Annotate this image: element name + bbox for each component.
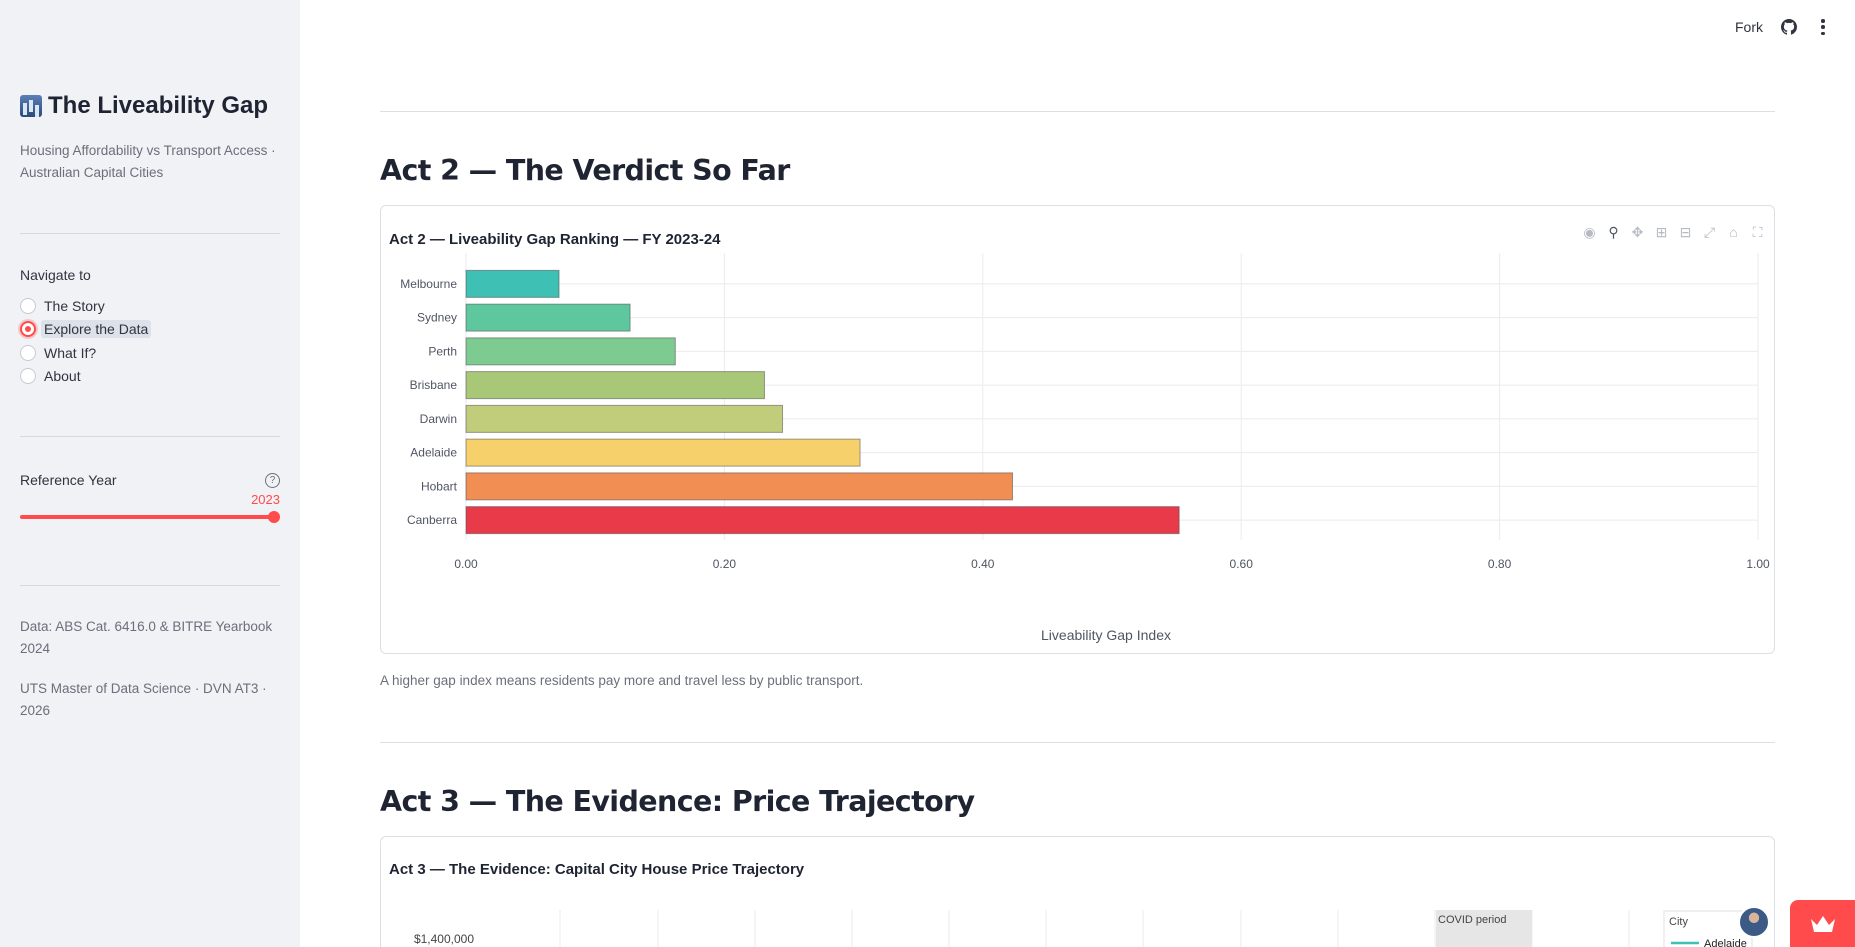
act3-chart-panel: Act 3 — The Evidence: Capital City House…	[380, 836, 1775, 947]
x-tick-label: 0.80	[1488, 557, 1512, 571]
y-tick-label: Adelaide	[410, 446, 457, 460]
y-tick-label: $1,400,000	[414, 932, 474, 946]
reference-year-value: 2023	[251, 492, 280, 507]
bar-canberra[interactable]	[465, 506, 1180, 535]
x-tick-label: 0.60	[1230, 557, 1254, 571]
act2-caption: A higher gap index means residents pay m…	[380, 673, 864, 688]
chart-modebar: ◉ ⚲ ✥ ⊞ ⊟ ⤢ ⌂ ⛶	[1581, 224, 1766, 241]
legend-title: City	[1669, 916, 1688, 928]
bar-sydney[interactable]	[465, 303, 631, 332]
y-tick-label: Canberra	[407, 513, 457, 527]
nav-radio-group: The Story Explore the Data What If? About	[20, 294, 152, 389]
sidebar: The Liveability Gap Housing Affordabilit…	[0, 0, 300, 947]
fullscreen-icon[interactable]: ⛶	[1752, 224, 1763, 240]
camera-icon[interactable]: ◉	[1583, 224, 1596, 240]
help-icon[interactable]: ?	[265, 473, 280, 488]
bar-melbourne[interactable]	[465, 269, 560, 298]
sidebar-divider	[20, 233, 280, 234]
kebab-menu-icon[interactable]	[1820, 19, 1826, 35]
bar-darwin[interactable]	[465, 404, 784, 433]
legend-item: Adelaide	[1704, 938, 1747, 947]
section-divider	[380, 111, 1775, 112]
y-tick-label: Hobart	[421, 479, 458, 493]
act2-chart-title: Act 2 — Liveability Gap Ranking — FY 202…	[389, 231, 721, 248]
covid-annotation: COVID period	[1438, 914, 1506, 926]
autoscale-icon[interactable]: ⤢	[1703, 224, 1716, 240]
bar-hobart[interactable]	[465, 472, 1014, 501]
streamlit-crown-button[interactable]	[1790, 900, 1855, 947]
nav-radio-the-story[interactable]: The Story	[20, 294, 151, 318]
nav-radio-about[interactable]: About	[20, 365, 151, 389]
y-tick-label: Sydney	[417, 311, 457, 325]
covid-period-band	[1436, 910, 1532, 947]
user-avatar[interactable]	[1738, 906, 1770, 938]
radio-button[interactable]	[20, 368, 36, 385]
nav-radio-what-if[interactable]: What If?	[20, 341, 151, 365]
chart-legend	[1663, 910, 1753, 947]
app-title-text: The Liveability Gap	[48, 92, 269, 119]
y-tick-label: Melbourne	[400, 277, 457, 291]
nav-radio-label: The Story	[44, 297, 105, 314]
y-tick-label: Darwin	[420, 412, 457, 426]
zoom-icon[interactable]: ⚲	[1608, 224, 1619, 240]
x-axis-title: Liveability Gap Index	[1041, 627, 1171, 643]
nav-radio-label: Explore the Data	[41, 320, 152, 339]
zoom-out-icon[interactable]: ⊟	[1679, 224, 1692, 240]
bar-adelaide[interactable]	[465, 438, 861, 467]
zoom-in-icon[interactable]: ⊞	[1655, 224, 1668, 240]
sidebar-divider	[20, 436, 280, 437]
fork-button[interactable]: Fork	[1735, 19, 1763, 35]
y-tick-label: Perth	[428, 344, 457, 358]
app-subtitle: Housing Affordability vs Transport Acces…	[20, 143, 276, 180]
app-title: The Liveability Gap	[20, 92, 268, 120]
x-tick-label: 0.00	[454, 557, 478, 571]
radio-button[interactable]	[20, 297, 36, 314]
section-divider	[380, 742, 1775, 743]
sidebar-divider	[20, 585, 280, 586]
credit-note: UTS Master of Data Science · DVN AT3 · 2…	[20, 681, 267, 718]
nav-radio-label: About	[44, 368, 81, 385]
reference-year-slider-track[interactable]	[20, 515, 274, 519]
x-tick-label: 0.20	[713, 557, 737, 571]
radio-button[interactable]	[20, 321, 36, 338]
x-tick-label: 1.00	[1746, 557, 1770, 571]
github-icon[interactable]	[1781, 19, 1797, 35]
crown-icon	[1810, 915, 1835, 932]
x-tick-label: 0.40	[971, 557, 995, 571]
bar-brisbane[interactable]	[465, 371, 765, 400]
reset-axes-icon[interactable]: ⌂	[1729, 224, 1738, 240]
reference-year-slider-thumb[interactable]	[268, 511, 280, 523]
y-tick-label: Brisbane	[410, 378, 458, 392]
cityscape-icon	[20, 95, 42, 117]
pan-icon[interactable]: ✥	[1631, 224, 1644, 240]
reference-year-label: Reference Year	[20, 472, 117, 488]
act3-heading: Act 3 — The Evidence: Price Trajectory	[380, 785, 975, 818]
act2-heading: Act 2 — The Verdict So Far	[380, 154, 790, 187]
radio-button[interactable]	[20, 344, 36, 361]
nav-radio-label: What If?	[44, 344, 97, 361]
nav-label: Navigate to	[20, 267, 91, 283]
price-trajectory-chart: COVID period $1,400,000 City Adelaide	[414, 910, 1753, 947]
act3-chart-title: Act 3 — The Evidence: Capital City House…	[389, 861, 805, 878]
act2-chart-panel: Act 2 — Liveability Gap Ranking — FY 202…	[380, 205, 1775, 654]
nav-radio-explore-the-data[interactable]: Explore the Data	[20, 318, 152, 342]
bar-perth[interactable]	[465, 337, 676, 366]
data-source-note: Data: ABS Cat. 6416.0 & BITRE Yearbook 2…	[20, 619, 273, 656]
liveability-gap-bar-chart: 0.00 0.20 0.40 0.60 0.80 1.00 Melbourne Sydney P…	[400, 253, 1770, 643]
